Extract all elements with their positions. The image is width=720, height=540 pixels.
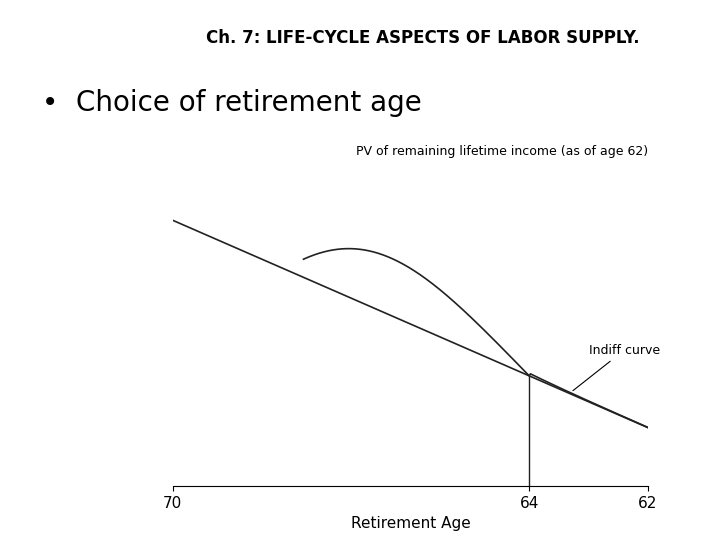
Text: Ch. 7:: Ch. 7: bbox=[206, 29, 266, 47]
Text: PV of remaining lifetime income (as of age 62): PV of remaining lifetime income (as of a… bbox=[356, 145, 648, 158]
Text: LIFE-CYCLE ASPECTS OF LABOR SUPPLY.: LIFE-CYCLE ASPECTS OF LABOR SUPPLY. bbox=[266, 29, 640, 47]
Text: Indiff curve: Indiff curve bbox=[573, 344, 660, 390]
Text: •  Choice of retirement age: • Choice of retirement age bbox=[42, 89, 422, 117]
X-axis label: Retirement Age: Retirement Age bbox=[351, 516, 470, 531]
